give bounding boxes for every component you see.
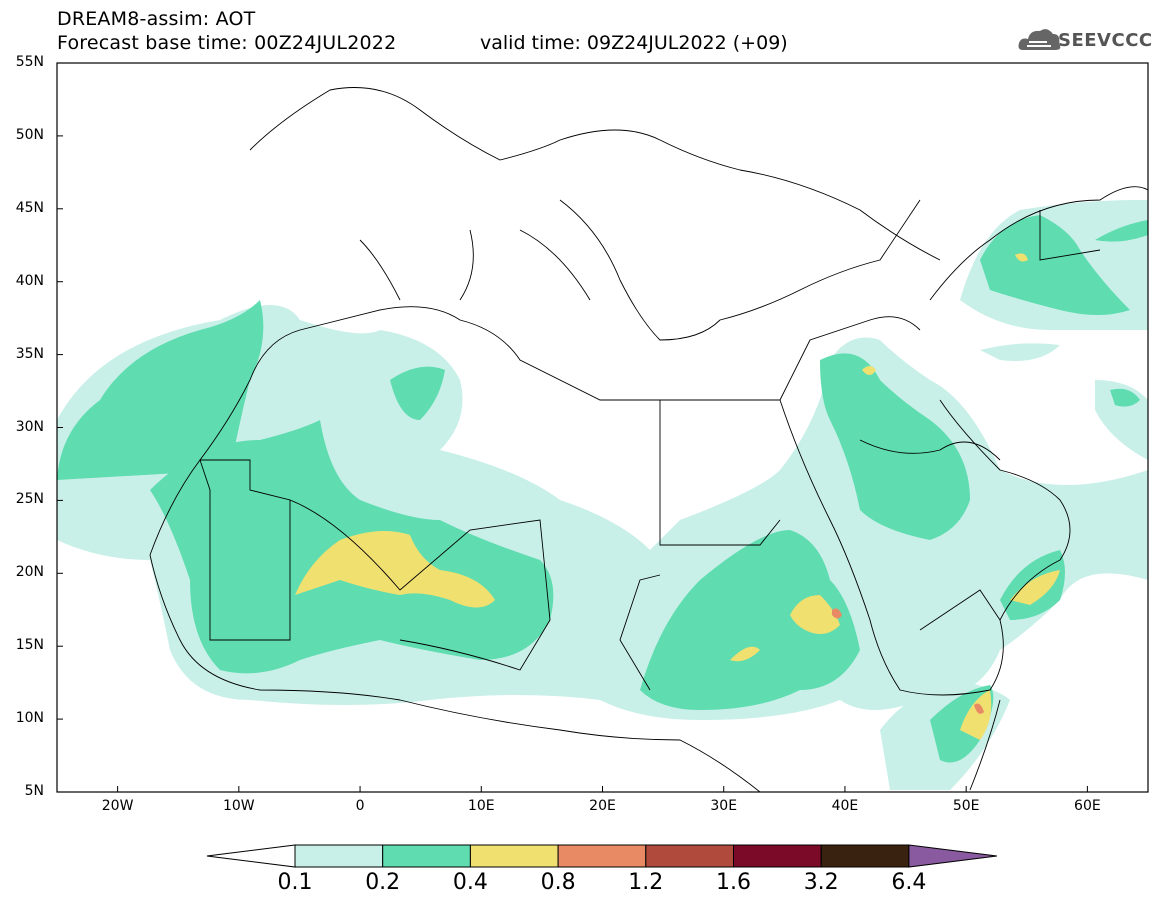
colorbar-lower-extension [206,844,296,868]
forecast-base-time: Forecast base time: 00Z24JUL2022 [57,32,397,54]
aot-field [57,87,1148,792]
lat-label: 5N [24,783,44,799]
lat-label: 10N [15,710,44,727]
lon-label: 0 [355,798,365,814]
aot-level-0.8 [832,608,984,714]
lat-label: 40N [15,272,44,289]
colorbar-level-label: 6.4 [891,870,927,895]
lat-label: 35N [15,345,44,362]
colorbar-level-label: 1.2 [628,870,664,895]
aot-level-0.4 [295,253,1060,740]
lat-label: 30N [15,418,44,435]
valid-time: valid time: 09Z24JUL2022 (+09) [480,32,788,54]
lat-label: 25N [15,491,44,508]
colorbar-segment [469,844,559,868]
lat-label: 55N [15,54,44,70]
colorbar [206,844,997,868]
lat-label: 15N [15,637,44,654]
coastlines-and-borders [149,87,1148,792]
lat-label: 50N [15,126,44,143]
lon-label: 60E [1074,798,1101,814]
lat-label: 45N [15,199,44,216]
colorbar-level-label: 1.6 [716,870,751,895]
colorbar-segment [557,844,647,868]
lon-label: 50E [952,798,980,814]
colorbar-segment [733,844,822,868]
lon-label: 40E [831,798,859,814]
axis-ticks [57,62,1088,793]
colorbar-segment [820,844,910,868]
seevccc-logo-text: SEEVCCC [1058,30,1153,51]
colorbar-level-label: 0.8 [540,870,576,895]
seevccc-cloud-logo-icon [1018,29,1061,50]
colorbar-level-label: 3.2 [803,870,839,895]
colorbar-segment [382,844,471,868]
lat-label: 20N [15,564,44,581]
colorbar-level-label: 0.1 [277,870,313,895]
lon-label: 30E [710,798,738,814]
lon-label: 10E [467,798,495,814]
colorbar-segment [294,844,384,868]
colorbar-upper-extension [908,844,997,868]
colorbar-segment [645,844,734,868]
lon-label: 20E [589,798,616,814]
lon-label: 20W [101,798,134,814]
colorbar-level-label: 0.2 [365,870,401,895]
colorbar-level-label: 0.4 [452,870,488,895]
map-title: DREAM8-assim: AOT [57,8,256,30]
lon-label: 10W [222,798,255,814]
